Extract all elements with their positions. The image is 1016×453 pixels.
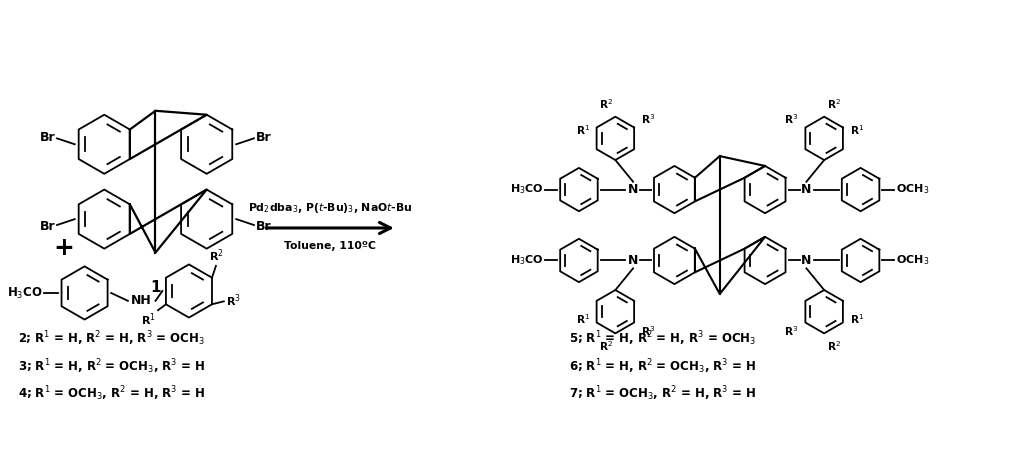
Text: Br: Br [256, 220, 271, 232]
Text: R$^3$: R$^3$ [784, 324, 799, 338]
Text: R$^1$: R$^1$ [576, 313, 589, 327]
Text: R$^2$: R$^2$ [827, 97, 841, 111]
Text: 5; R$^1$ = H, R$^2$ = H, R$^3$ = OCH$_3$: 5; R$^1$ = H, R$^2$ = H, R$^3$ = OCH$_3$ [569, 329, 756, 348]
Text: OCH$_3$: OCH$_3$ [896, 254, 930, 267]
Text: 3; R$^1$ = H, R$^2$ = OCH$_3$, R$^3$ = H: 3; R$^1$ = H, R$^2$ = OCH$_3$, R$^3$ = H [17, 357, 205, 376]
Text: Br: Br [40, 220, 55, 232]
Text: 2; R$^1$ = H, R$^2$ = H, R$^3$ = OCH$_3$: 2; R$^1$ = H, R$^2$ = H, R$^3$ = OCH$_3$ [17, 329, 204, 348]
Text: Pd$_2$dba$_3$, P($t$-Bu)$_3$, NaO$t$-Bu: Pd$_2$dba$_3$, P($t$-Bu)$_3$, NaO$t$-Bu [248, 201, 412, 215]
Text: R$^1$: R$^1$ [849, 124, 864, 137]
Text: R$^3$: R$^3$ [641, 112, 655, 125]
Text: R$^2$: R$^2$ [209, 247, 225, 264]
Text: R$^1$: R$^1$ [576, 124, 589, 137]
Text: Toluene, 110ºC: Toluene, 110ºC [284, 241, 376, 251]
Text: R$^3$: R$^3$ [226, 292, 241, 308]
Text: N: N [628, 254, 638, 267]
Text: N: N [628, 183, 638, 196]
Text: R$^3$: R$^3$ [784, 112, 799, 125]
Text: 1: 1 [150, 280, 161, 295]
Text: H$_3$CO: H$_3$CO [510, 183, 544, 197]
Text: R$^2$: R$^2$ [827, 339, 841, 353]
Text: R$^3$: R$^3$ [641, 324, 655, 338]
Text: 7; R$^1$ = OCH$_3$, R$^2$ = H, R$^3$ = H: 7; R$^1$ = OCH$_3$, R$^2$ = H, R$^3$ = H [569, 385, 756, 403]
Text: R$^2$: R$^2$ [598, 97, 613, 111]
Text: 4; R$^1$ = OCH$_3$, R$^2$ = H, R$^3$ = H: 4; R$^1$ = OCH$_3$, R$^2$ = H, R$^3$ = H [17, 385, 205, 403]
Text: R$^1$: R$^1$ [849, 313, 864, 327]
Text: R$^1$: R$^1$ [141, 311, 156, 328]
Text: 6; R$^1$ = H, R$^2$ = OCH$_3$, R$^3$ = H: 6; R$^1$ = H, R$^2$ = OCH$_3$, R$^3$ = H [569, 357, 756, 376]
Text: R$^2$: R$^2$ [598, 339, 613, 353]
Text: N: N [802, 183, 812, 196]
Text: H$_3$CO: H$_3$CO [7, 285, 43, 300]
Text: +: + [54, 236, 74, 260]
Text: H$_3$CO: H$_3$CO [510, 254, 544, 267]
Text: OCH$_3$: OCH$_3$ [896, 183, 930, 197]
Text: Br: Br [40, 131, 55, 144]
Text: NH: NH [131, 294, 152, 307]
Text: N: N [802, 254, 812, 267]
Text: Br: Br [256, 131, 271, 144]
